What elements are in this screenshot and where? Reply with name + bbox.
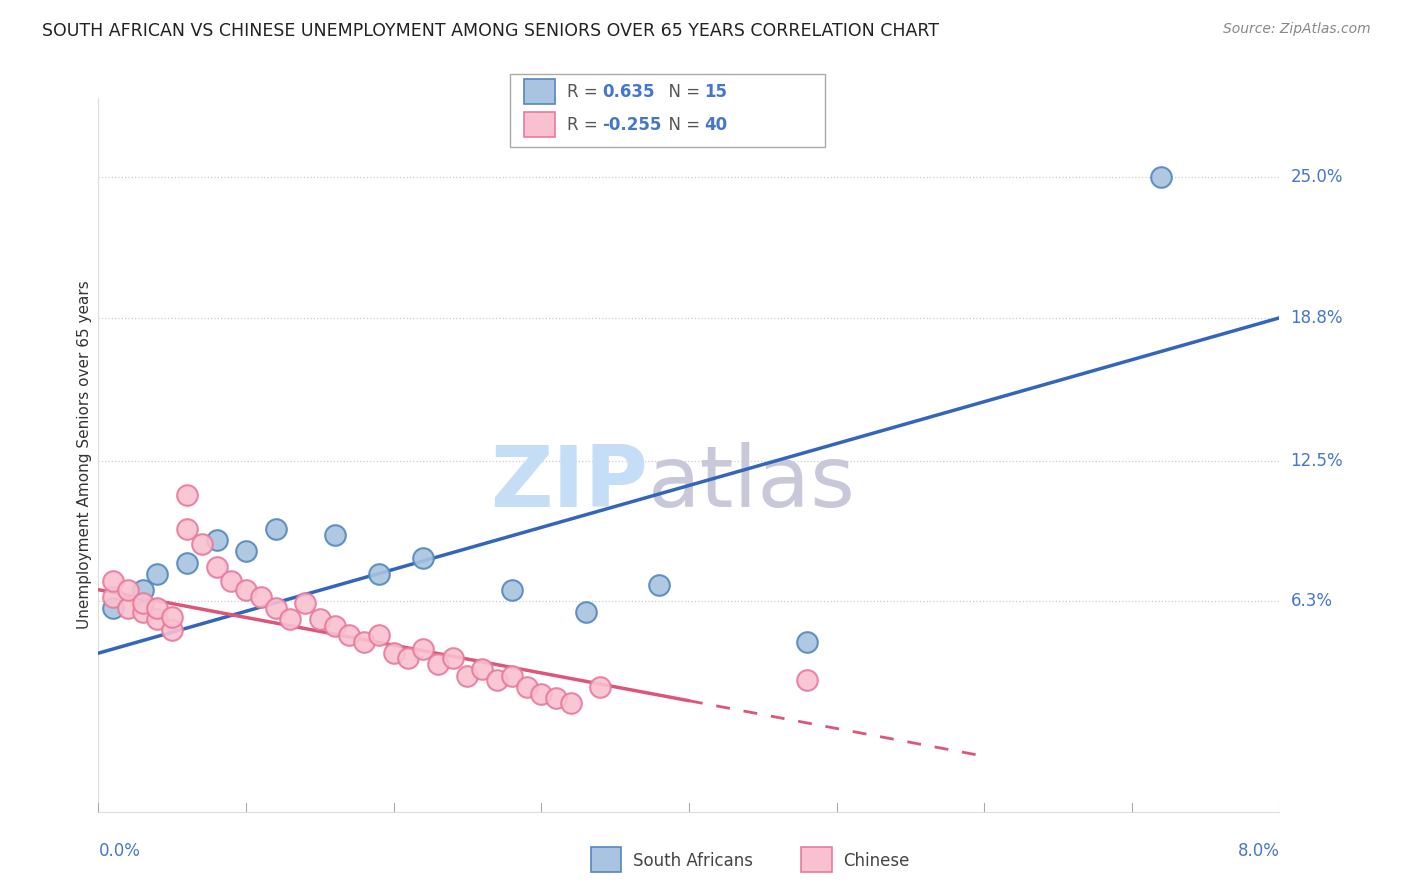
Point (353, 635, 375, 649)
Point (544, 691, 567, 706)
Point (219, 574, 242, 588)
Point (412, 641, 434, 656)
Point (146, 566, 169, 581)
Point (560, 696, 582, 710)
Point (146, 612, 169, 626)
Point (412, 551, 434, 566)
Text: ZIP: ZIP (489, 442, 648, 525)
Text: R =: R = (567, 83, 603, 101)
Point (103, 600, 124, 615)
Point (162, 610, 183, 624)
Text: atlas: atlas (648, 442, 856, 525)
Text: 6.3%: 6.3% (1291, 592, 1333, 610)
Point (103, 574, 124, 588)
Point (337, 628, 360, 642)
Text: Source: ZipAtlas.com: Source: ZipAtlas.com (1223, 22, 1371, 37)
Text: 40: 40 (704, 116, 727, 134)
Point (205, 560, 228, 574)
Text: 25.0%: 25.0% (1291, 169, 1343, 186)
Point (117, 582, 139, 597)
Text: 8.0%: 8.0% (1237, 842, 1279, 860)
Point (132, 582, 155, 597)
Point (117, 600, 139, 615)
Point (205, 533, 228, 547)
Text: -0.255: -0.255 (602, 116, 661, 134)
Point (501, 582, 523, 597)
Point (485, 673, 508, 688)
Point (456, 669, 478, 683)
Point (132, 606, 155, 620)
Point (264, 522, 287, 536)
Point (426, 657, 449, 672)
Text: 12.5%: 12.5% (1291, 451, 1343, 469)
Text: South Africans: South Africans (633, 852, 752, 870)
Point (796, 673, 818, 688)
Y-axis label: Unemployment Among Seniors over 65 years: Unemployment Among Seniors over 65 years (77, 281, 91, 629)
Point (235, 544, 257, 558)
Point (308, 612, 332, 626)
Text: SOUTH AFRICAN VS CHINESE UNEMPLOYMENT AMONG SENIORS OVER 65 YEARS CORRELATION CH: SOUTH AFRICAN VS CHINESE UNEMPLOYMENT AM… (42, 22, 939, 40)
Text: N =: N = (658, 83, 706, 101)
Point (501, 669, 523, 683)
Point (176, 487, 198, 501)
Point (367, 628, 389, 642)
Point (589, 680, 612, 694)
Text: 18.8%: 18.8% (1291, 309, 1343, 326)
Point (235, 582, 257, 597)
Point (367, 566, 389, 581)
Point (1150, 170, 1173, 185)
Text: Chinese: Chinese (844, 852, 910, 870)
Point (574, 606, 596, 620)
Point (176, 556, 198, 570)
Point (471, 662, 494, 676)
Point (191, 537, 214, 551)
Point (323, 528, 346, 542)
Text: 0.0%: 0.0% (98, 842, 141, 860)
Point (103, 590, 124, 604)
Point (396, 650, 419, 665)
Text: N =: N = (658, 116, 706, 134)
Point (264, 600, 287, 615)
Point (648, 578, 671, 592)
Text: 0.635: 0.635 (602, 83, 654, 101)
Point (132, 596, 155, 610)
Point (441, 650, 464, 665)
Text: 15: 15 (704, 83, 727, 101)
Point (146, 600, 169, 615)
Point (796, 635, 818, 649)
Point (530, 687, 553, 701)
Point (278, 612, 301, 626)
Point (250, 590, 273, 604)
Point (176, 522, 198, 536)
Point (382, 646, 405, 660)
Text: R =: R = (567, 116, 603, 134)
Point (162, 624, 183, 638)
Point (294, 596, 316, 610)
Point (515, 680, 537, 694)
Point (323, 619, 346, 633)
